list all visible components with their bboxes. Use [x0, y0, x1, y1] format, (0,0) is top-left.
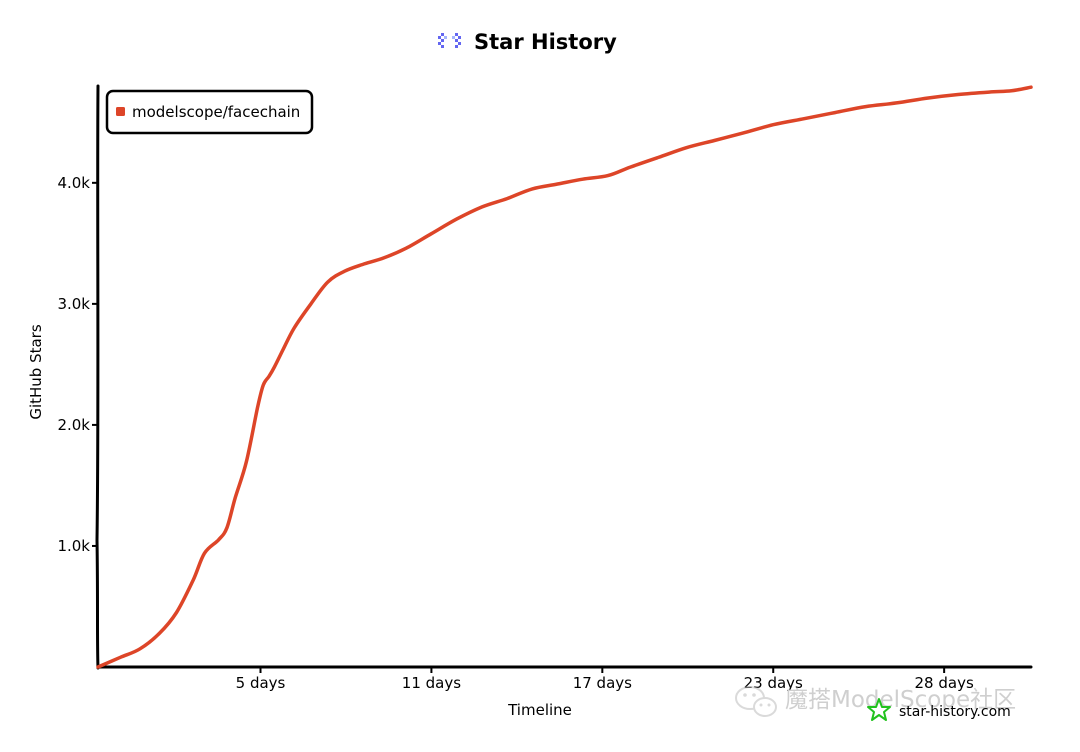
- legend-swatch: [116, 107, 125, 116]
- legend-label: modelscope/facechain: [132, 103, 300, 121]
- series-line-modelscope-facechain: [96, 85, 1033, 669]
- y-tick-label: 3.0k: [57, 295, 90, 313]
- x-tick-label: 11 days: [402, 674, 461, 692]
- star-history-star-icon: [867, 698, 891, 721]
- legend-box: [105, 89, 314, 135]
- x-tick-label: 28 days: [915, 674, 974, 692]
- y-axis-title: GitHub Stars: [27, 324, 45, 420]
- wechat-icon: [735, 686, 777, 717]
- wechat-watermark: 魔搭ModelScope社区: [735, 686, 1016, 717]
- x-tick-label: 5 days: [236, 674, 286, 692]
- axes: [95, 84, 1033, 670]
- star-history-site-text: star-history.com: [899, 704, 1011, 720]
- y-tick-label: 2.0k: [57, 416, 90, 434]
- star-history-watermark: star-history.com: [867, 698, 1011, 721]
- y-tick-label: 4.0k: [57, 174, 90, 192]
- x-tick-label: 17 days: [573, 674, 632, 692]
- x-axis-title: Timeline: [507, 701, 572, 719]
- x-axis-line: [96, 665, 1033, 669]
- y-tick-label: 1.0k: [57, 537, 90, 555]
- star-history-logo-icon: [438, 33, 461, 48]
- y-axis-ticks: 1.0k 2.0k 3.0k 4.0k: [57, 174, 98, 555]
- legend: modelscope/facechain: [105, 89, 314, 135]
- y-axis-line: [95, 84, 100, 670]
- chart-title: Star History: [474, 30, 617, 54]
- wechat-watermark-text: 魔搭ModelScope社区: [785, 687, 1016, 713]
- x-tick-label: 23 days: [744, 674, 803, 692]
- x-axis-ticks: 5 days 11 days 17 days 23 days 28 days: [236, 667, 974, 692]
- chart-title-group: Star History: [438, 30, 617, 54]
